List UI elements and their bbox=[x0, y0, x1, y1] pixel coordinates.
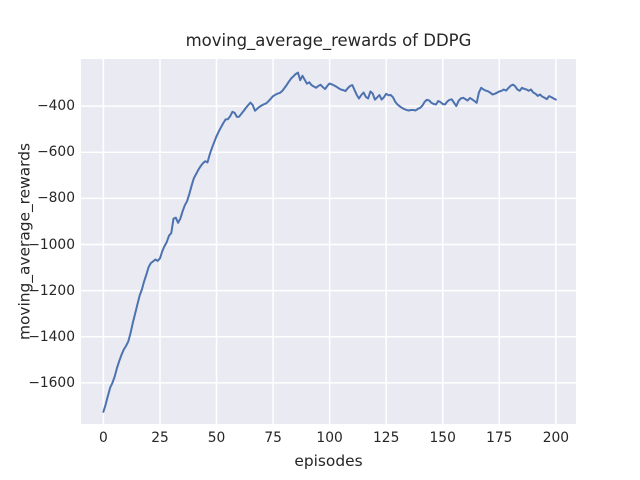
x-tick-label: 175 bbox=[486, 430, 513, 446]
y-tick-label: −800 bbox=[37, 190, 75, 207]
line-plot-svg bbox=[81, 59, 576, 424]
plot-background bbox=[81, 59, 576, 424]
y-tick-label: −1600 bbox=[28, 374, 75, 391]
y-tick-label: −1200 bbox=[28, 282, 75, 299]
x-tick-label: 25 bbox=[151, 430, 169, 446]
x-axis-label: episodes bbox=[294, 452, 363, 470]
y-tick-label: −600 bbox=[37, 144, 75, 161]
x-tick-label: 150 bbox=[429, 430, 456, 446]
x-tick-label: 200 bbox=[542, 430, 570, 446]
x-tick-label: 125 bbox=[373, 430, 400, 446]
x-tick-label: 50 bbox=[207, 430, 226, 446]
y-axis-label: moving_average_rewards bbox=[15, 142, 34, 341]
plot-area bbox=[81, 59, 576, 424]
x-tick-label: 100 bbox=[316, 430, 343, 446]
y-tick-label: −1400 bbox=[28, 328, 75, 345]
y-tick-label: −400 bbox=[37, 98, 75, 115]
chart-title: moving_average_rewards of DDPG bbox=[185, 31, 472, 50]
x-tick-label: 75 bbox=[264, 430, 282, 446]
y-tick-label: −1000 bbox=[28, 236, 75, 253]
x-tick-label: 0 bbox=[99, 430, 108, 446]
data-line-moving_average_rewards bbox=[102, 71, 557, 413]
